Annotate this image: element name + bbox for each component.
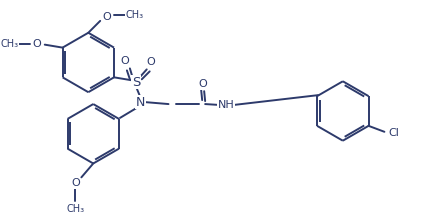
Text: O: O [32, 39, 41, 49]
Text: N: N [136, 96, 145, 109]
Text: CH₃: CH₃ [66, 204, 84, 214]
Text: CH₃: CH₃ [126, 10, 144, 20]
Text: O: O [120, 57, 129, 66]
Text: S: S [131, 76, 140, 89]
Text: O: O [71, 178, 80, 188]
Text: O: O [199, 79, 207, 89]
Text: CH₃: CH₃ [0, 39, 18, 49]
Text: NH: NH [217, 100, 234, 110]
Text: Cl: Cl [388, 128, 399, 138]
Text: O: O [103, 12, 111, 22]
Text: O: O [146, 57, 155, 68]
